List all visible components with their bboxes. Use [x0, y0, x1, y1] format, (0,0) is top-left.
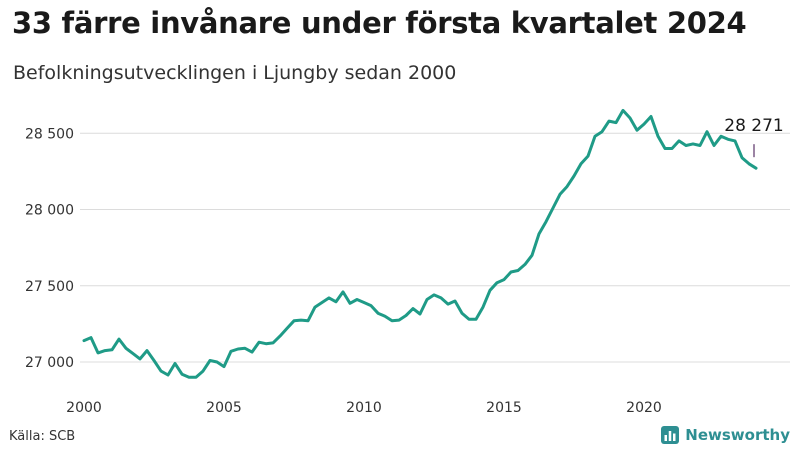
chart-subtitle: Befolkningsutvecklingen i Ljungby sedan … [13, 62, 457, 84]
newsworthy-logo-icon [661, 426, 680, 444]
x-tick-label: 2015 [486, 400, 522, 416]
brand-logo: Newsworthy [661, 426, 790, 444]
chart-title: 33 färre invånare under första kvartalet… [12, 6, 747, 40]
y-tick-label: 27 500 [25, 279, 74, 295]
source-note: Källa: SCB [9, 429, 76, 444]
y-tick-label: 27 000 [25, 355, 74, 371]
y-tick-label: 28 500 [25, 126, 74, 142]
brand-name: Newsworthy [685, 426, 790, 444]
x-tick-label: 2010 [346, 400, 382, 416]
x-tick-label: 2005 [206, 400, 242, 416]
series-line [82, 108, 758, 379]
y-tick-label: 28 000 [25, 203, 74, 219]
end-value-label: 28 271 [724, 116, 783, 136]
x-tick-label: 2020 [626, 400, 662, 416]
x-tick-label: 2000 [66, 400, 102, 416]
